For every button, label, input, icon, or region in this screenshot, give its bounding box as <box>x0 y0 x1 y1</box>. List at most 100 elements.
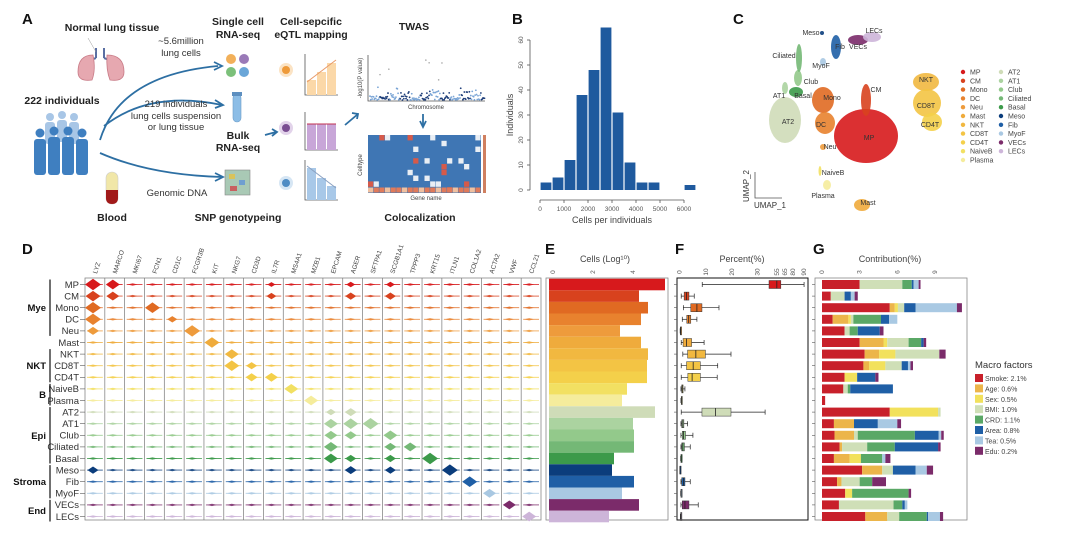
violin-shape <box>484 434 495 437</box>
violin-shape <box>444 294 455 298</box>
violin-high-expression <box>345 292 357 300</box>
violin-shape <box>405 364 416 367</box>
contribution-segment <box>908 338 922 347</box>
contribution-segment <box>857 326 880 336</box>
violin-shape <box>167 468 178 472</box>
violin-shape <box>345 329 356 333</box>
manhattan-point <box>471 90 474 93</box>
violin-shape <box>246 318 257 321</box>
legend-dot <box>960 157 966 163</box>
violin-shape <box>325 329 336 333</box>
contribution-segment <box>822 419 834 429</box>
legend-swatch <box>975 446 983 455</box>
contribution-segment <box>843 384 848 394</box>
violin-shape <box>504 364 515 367</box>
gene-label: EPCAM <box>330 250 344 274</box>
legend-label: Neu <box>970 105 983 112</box>
violin-high-expression <box>441 464 458 476</box>
group-label: End <box>28 506 46 517</box>
umap-cluster-label: Fib <box>835 44 845 51</box>
eqtl-mini-charts <box>279 54 338 201</box>
violin-shape <box>246 306 257 309</box>
manhattan-point <box>418 99 421 101</box>
violin-shape <box>464 306 475 309</box>
panel-c-umap: C MPCMMonoDCNeuMastNKTCD8TCD4TNaiveBPlas… <box>733 11 1031 211</box>
contribution-segment <box>830 291 845 301</box>
violin-shape <box>246 480 257 483</box>
cell-type-row-label: NKT <box>60 349 79 360</box>
violin-shape <box>306 318 317 321</box>
gene-label: KRT15 <box>429 253 442 275</box>
single-cells-icon <box>226 54 249 77</box>
x-tick-label: 2 <box>590 270 597 274</box>
violin-high-expression <box>384 454 396 463</box>
violin-shape <box>365 468 376 472</box>
manhattan-point <box>470 98 473 101</box>
panel-label-c: C <box>733 11 744 28</box>
violin-shape <box>147 480 158 483</box>
manhattan-point <box>466 91 469 94</box>
manhattan-point <box>436 95 439 98</box>
contribution-segment <box>832 314 849 324</box>
violin-high-expression <box>344 408 357 417</box>
y-tick-label: 20 <box>518 136 525 144</box>
violin-shape <box>187 387 198 391</box>
violin-shape <box>504 515 515 518</box>
violin-shape <box>127 492 138 495</box>
manhattan-point <box>404 95 407 98</box>
violin-shape <box>365 352 376 356</box>
violin-shape <box>147 352 158 356</box>
violin-shape <box>365 329 376 333</box>
violin-shape <box>246 468 257 472</box>
violin-shape <box>206 387 217 391</box>
violin-shape <box>167 422 178 425</box>
cell-count-bar <box>549 313 641 326</box>
violin-shape <box>464 399 475 402</box>
manhattan-point <box>441 99 444 101</box>
violin-shape <box>524 492 535 495</box>
contribution-segment <box>854 430 858 440</box>
violin-shape <box>147 294 158 298</box>
manhattan-point <box>475 93 478 96</box>
violin-shape <box>425 492 436 495</box>
violin-shape <box>88 387 98 391</box>
violin-shape <box>88 422 98 425</box>
violin-shape <box>266 341 277 344</box>
violin-shape <box>444 515 455 518</box>
gene-label: TPPP3 <box>409 253 422 275</box>
violin-shape <box>246 387 257 391</box>
manhattan-point <box>426 95 429 98</box>
contribution-segment <box>880 314 890 324</box>
violin-shape <box>306 480 317 483</box>
violin-shape <box>484 503 495 507</box>
violin-shape <box>524 503 535 507</box>
violin-high-expression <box>106 291 120 301</box>
violin-shape <box>444 318 455 321</box>
manhattan-point <box>461 94 464 97</box>
violin-shape <box>127 445 138 449</box>
x-tick-label: 30 <box>754 268 761 276</box>
y-tick-label: 60 <box>518 36 525 44</box>
violin-shape <box>385 399 396 402</box>
contribution-segment <box>822 303 890 313</box>
violin-shape <box>127 399 138 402</box>
legend-dot <box>998 131 1004 136</box>
manhattan-point <box>388 68 390 70</box>
violin-shape <box>167 445 178 449</box>
violin-high-expression <box>304 395 319 406</box>
violin-shape <box>385 480 396 483</box>
legend-dot <box>998 140 1004 145</box>
heatmap-cell <box>424 187 430 193</box>
violin-high-expression <box>85 313 101 325</box>
percent-plot-frame <box>676 277 809 521</box>
violin-shape <box>147 422 158 425</box>
contribution-segment <box>822 291 831 301</box>
panel-label-a: A <box>22 11 33 28</box>
box <box>687 349 706 359</box>
violin-shape <box>484 480 495 483</box>
x-tick-label: 1000 <box>557 206 572 213</box>
violin-shape <box>286 399 297 402</box>
contribution-segment <box>852 488 909 498</box>
violin-shape <box>484 399 495 402</box>
violin-shape <box>88 341 98 344</box>
